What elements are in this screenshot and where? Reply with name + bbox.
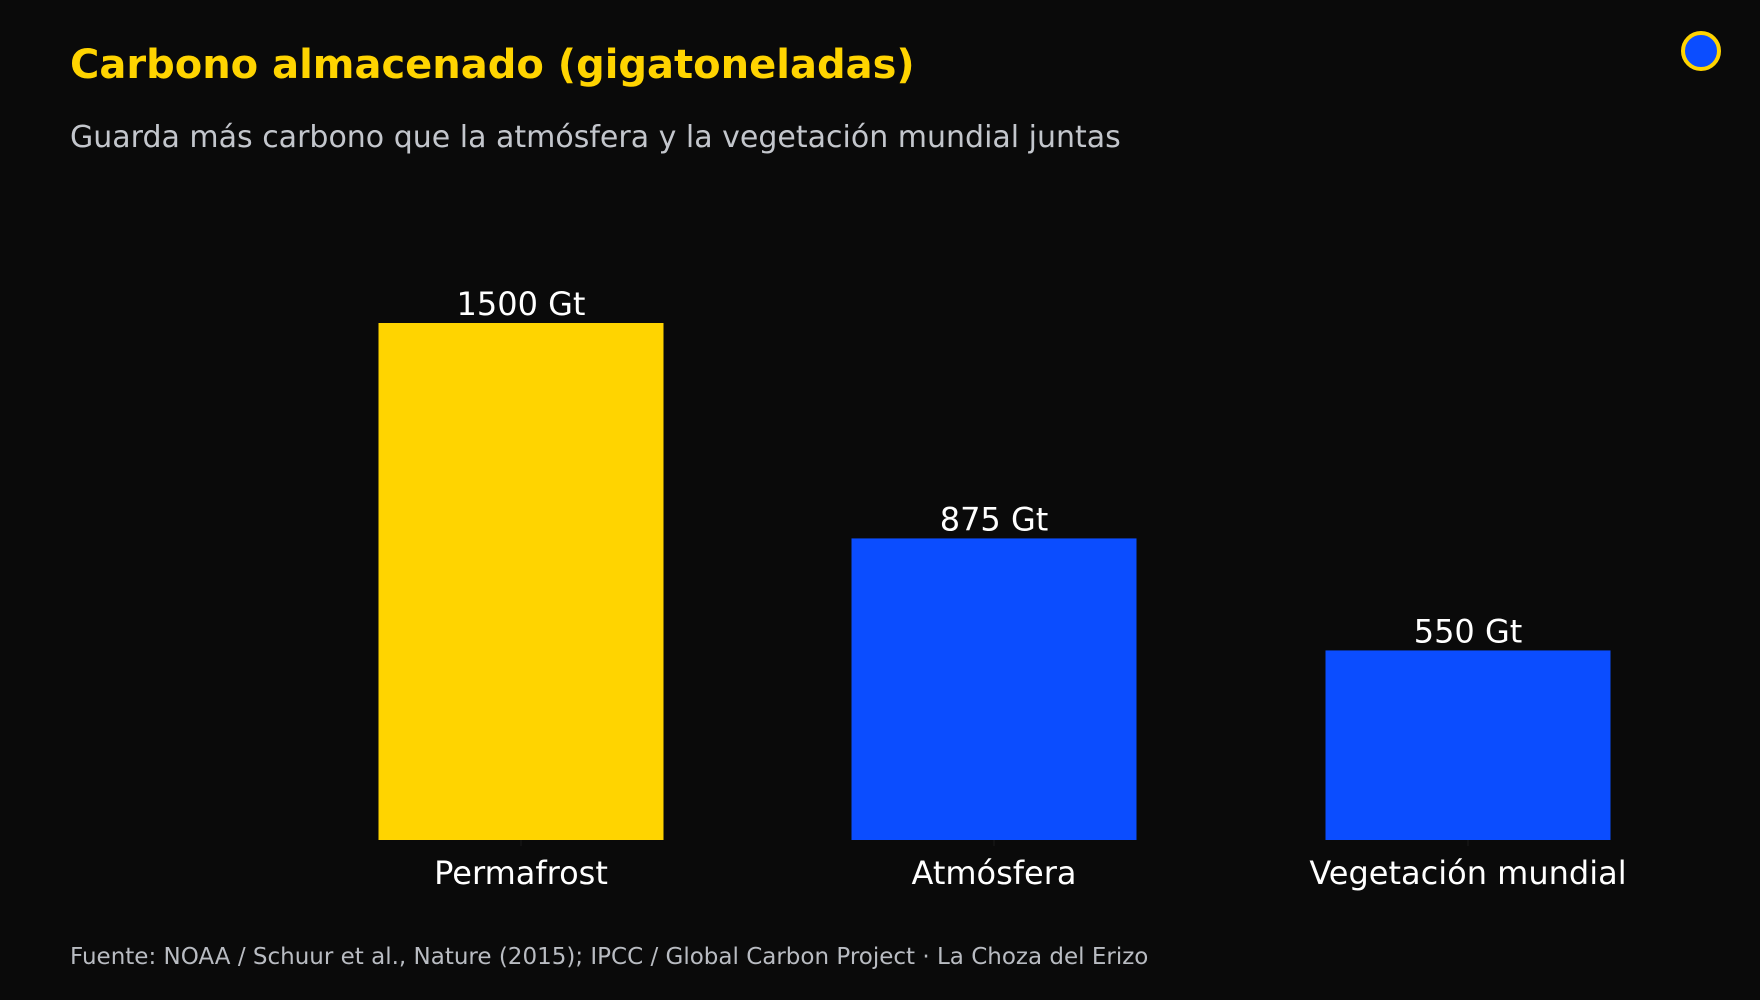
bar-2 — [1325, 650, 1611, 840]
circle-badge-icon — [1681, 31, 1721, 71]
bar-value-label: 875 Gt — [940, 500, 1049, 538]
chart-subtitle: Guarda más carbono que la atmósfera y la… — [70, 120, 1121, 155]
source-note: Fuente: NOAA / Schuur et al., Nature (20… — [70, 944, 1149, 970]
bar-value-label: 550 Gt — [1414, 612, 1523, 650]
bar-value-label: 1500 Gt — [457, 285, 586, 323]
x-tick-label: Permafrost — [434, 854, 608, 892]
x-tick-label: Vegetación mundial — [1309, 854, 1626, 892]
bar-1 — [851, 538, 1137, 840]
chart-title: Carbono almacenado (gigatoneladas) — [70, 42, 915, 88]
x-tick-label: Atmósfera — [911, 854, 1076, 892]
bar-0 — [378, 323, 664, 840]
